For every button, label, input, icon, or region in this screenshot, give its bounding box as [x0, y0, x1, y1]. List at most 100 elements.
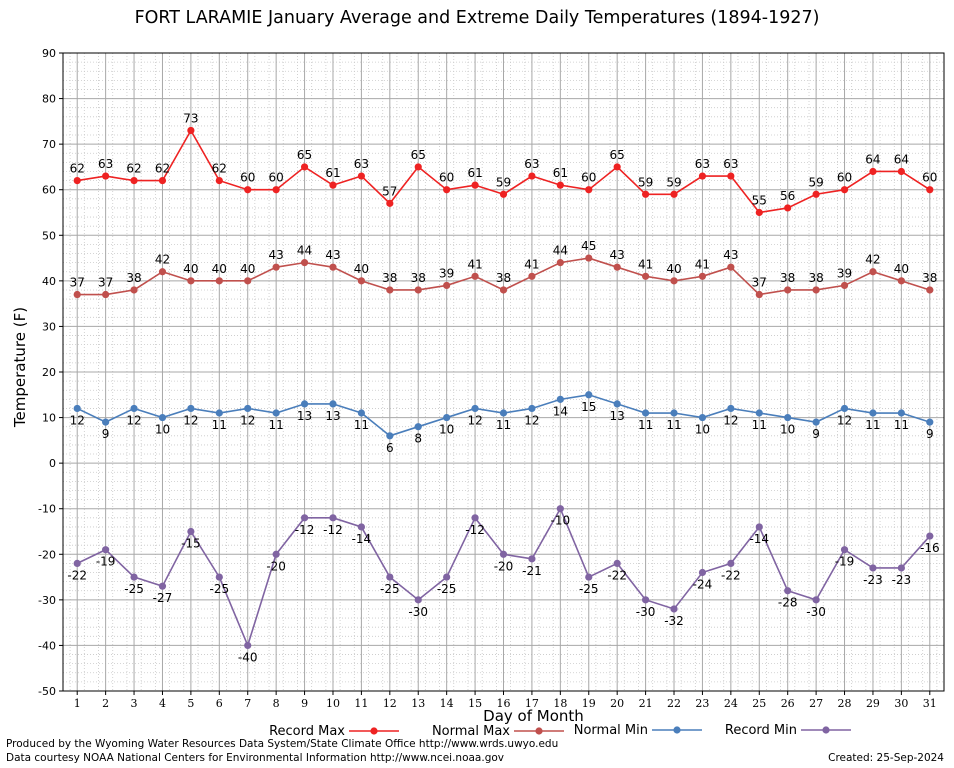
- credit-line-2: Data courtesy NOAA National Centers for …: [6, 752, 505, 764]
- data-point-normal-min: [499, 409, 508, 417]
- data-point-record-min: [73, 559, 81, 568]
- data-label-normal-min: 9: [926, 427, 934, 441]
- x-tick-label: 8: [273, 697, 280, 710]
- data-label-record-max: 60: [922, 171, 937, 185]
- data-label-record-max: 57: [382, 184, 397, 198]
- data-point-normal-min: [102, 418, 110, 426]
- data-point-normal-min: [300, 400, 309, 408]
- x-tick-label: 2: [102, 697, 109, 710]
- data-point-normal-min: [215, 409, 223, 417]
- x-tick-label: 26: [781, 697, 795, 710]
- data-label-record-min: -12: [295, 523, 315, 537]
- data-label-record-min: -25: [579, 582, 599, 596]
- data-label-normal-max: 43: [610, 248, 625, 262]
- data-point-normal-max: [73, 290, 81, 299]
- data-label-record-min: -22: [721, 568, 741, 582]
- data-point-record-max: [613, 163, 621, 171]
- legend-marker-record-min: [822, 726, 830, 734]
- legend-marker-normal-max: [535, 727, 543, 735]
- x-tick-label: 29: [866, 697, 880, 710]
- x-tick-label: 14: [440, 697, 454, 710]
- data-point-normal-max: [897, 277, 905, 285]
- data-point-normal-min: [443, 413, 451, 422]
- data-point-normal-max: [443, 281, 451, 290]
- data-point-record-min: [670, 605, 678, 613]
- data-point-record-max: [471, 181, 479, 189]
- data-point-record-max: [158, 177, 167, 185]
- data-label-record-max: 59: [496, 175, 511, 189]
- legend-label-record-min: Record Min: [725, 723, 797, 738]
- y-tick-label: 70: [42, 138, 56, 151]
- data-label-record-min: -19: [96, 555, 116, 569]
- x-tick-label: 23: [695, 697, 709, 710]
- data-point-normal-max: [698, 272, 707, 280]
- data-label-record-max: 55: [752, 194, 767, 208]
- data-label-record-max: 63: [723, 157, 738, 171]
- data-point-normal-min: [897, 409, 905, 417]
- data-point-normal-max: [357, 277, 366, 285]
- data-point-record-min: [414, 596, 422, 604]
- data-label-record-max: 60: [240, 171, 255, 185]
- data-label-normal-min: 12: [240, 413, 255, 427]
- data-point-normal-min: [556, 395, 564, 403]
- data-point-record-min: [926, 532, 934, 540]
- data-point-normal-min: [158, 413, 167, 422]
- data-point-normal-max: [300, 259, 309, 267]
- x-tick-label: 24: [724, 697, 738, 710]
- data-point-record-max: [329, 181, 337, 189]
- data-label-normal-min: 12: [183, 413, 198, 427]
- data-label-normal-max: 40: [183, 262, 198, 276]
- data-point-normal-min: [926, 418, 934, 426]
- data-point-normal-max: [926, 286, 934, 294]
- data-label-normal-min: 11: [894, 418, 909, 432]
- data-point-normal-max: [187, 277, 195, 285]
- credit-line-1: Produced by the Wyoming Water Resources …: [6, 738, 559, 750]
- data-point-normal-max: [812, 286, 820, 294]
- data-point-record-min: [528, 555, 536, 563]
- legend-marker-normal-min: [673, 726, 681, 734]
- data-point-record-min: [727, 559, 735, 568]
- data-label-record-max: 60: [837, 171, 852, 185]
- data-point-record-max: [244, 186, 252, 194]
- data-point-record-min: [698, 568, 707, 577]
- legend-marker-record-max: [370, 727, 378, 735]
- data-point-record-max: [897, 167, 905, 176]
- data-label-record-max: 62: [126, 162, 141, 176]
- legend-label-normal-max: Normal Max: [432, 724, 510, 739]
- data-label-normal-max: 38: [411, 271, 426, 285]
- x-tick-label: 25: [752, 697, 766, 710]
- data-label-normal-min: 14: [553, 404, 568, 418]
- x-tick-label: 20: [610, 697, 624, 710]
- data-label-normal-min: 11: [638, 418, 653, 432]
- data-point-record-min: [272, 550, 280, 558]
- data-point-normal-max: [471, 272, 479, 280]
- data-label-normal-min: 11: [269, 418, 284, 432]
- data-label-record-max: 61: [325, 166, 340, 180]
- data-label-normal-min: 12: [70, 413, 85, 427]
- data-point-normal-min: [471, 404, 479, 413]
- data-point-record-min: [244, 641, 252, 650]
- x-tick-label: 31: [923, 697, 937, 710]
- y-tick-label: 90: [42, 47, 56, 60]
- data-label-normal-max: 40: [240, 262, 255, 276]
- data-label-normal-min: 12: [126, 413, 141, 427]
- data-label-normal-max: 40: [354, 262, 369, 276]
- data-point-normal-max: [244, 277, 252, 285]
- data-point-normal-max: [755, 290, 763, 299]
- data-label-normal-min: 15: [581, 400, 596, 414]
- legend-label-record-max: Record Max: [269, 724, 345, 739]
- data-point-record-min: [215, 573, 223, 581]
- data-label-record-max: 59: [638, 175, 653, 189]
- data-label-normal-min: 11: [496, 418, 511, 432]
- data-point-normal-min: [670, 409, 678, 417]
- data-label-normal-max: 39: [439, 266, 454, 280]
- data-label-record-max: 63: [98, 157, 113, 171]
- data-label-normal-min: 13: [610, 409, 625, 423]
- x-tick-label: 7: [244, 697, 251, 710]
- y-tick-label: 40: [42, 275, 56, 288]
- data-point-record-max: [130, 177, 138, 185]
- data-label-normal-min: 10: [439, 423, 454, 437]
- data-label-record-min: -22: [607, 568, 627, 582]
- data-point-normal-min: [812, 418, 820, 426]
